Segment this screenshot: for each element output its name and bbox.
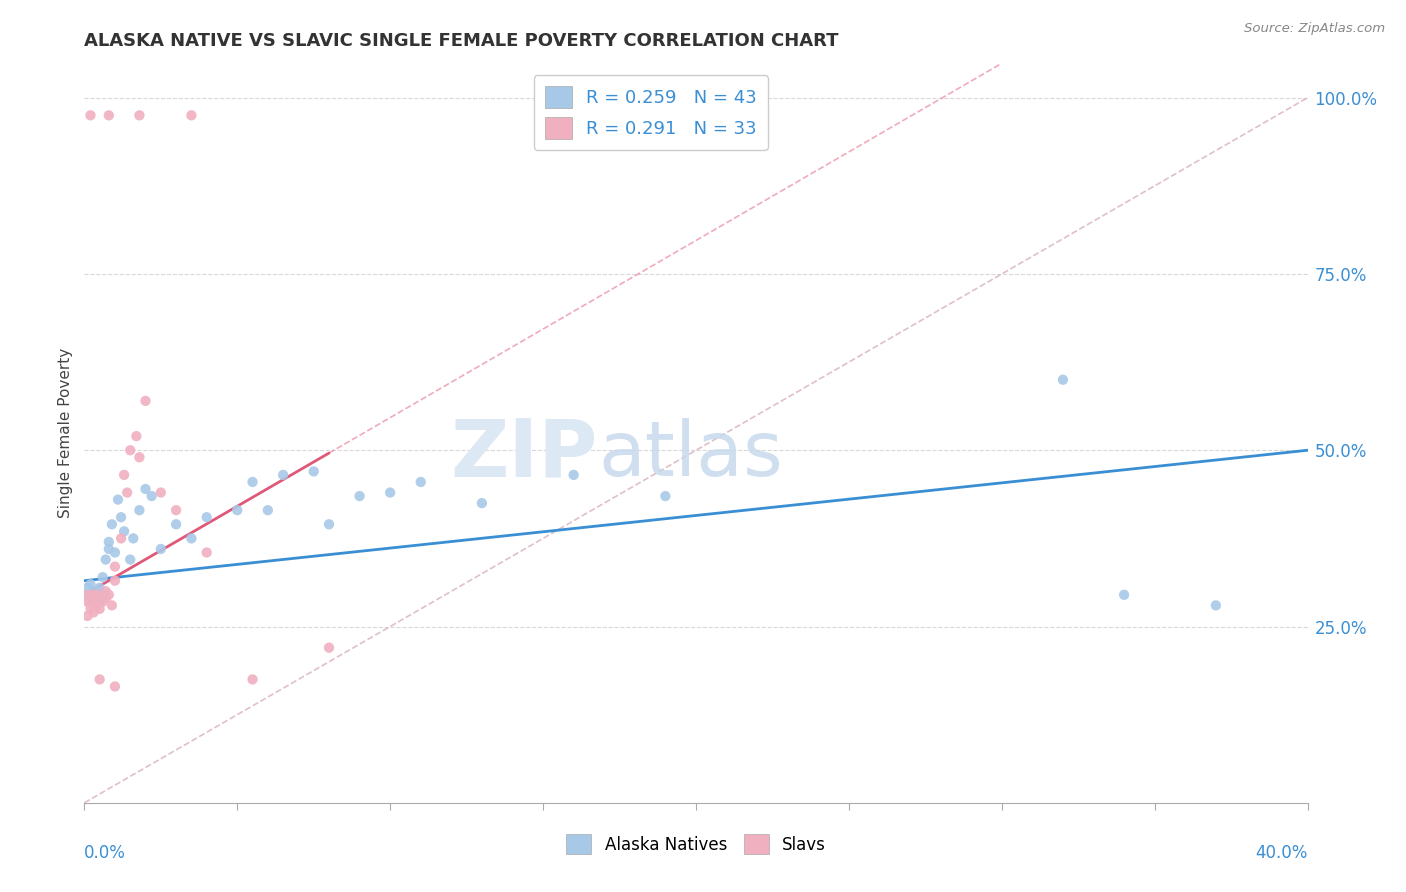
Point (149, 485, 172, 500)
Point (89, 595, 111, 609)
Point (79, 595, 101, 609)
Point (94, 552, 117, 566)
Point (165, 503, 187, 517)
Text: Source: ZipAtlas.com: Source: ZipAtlas.com (1244, 22, 1385, 36)
Point (79, 108, 101, 122)
Point (97, 541, 120, 556)
Point (380, 485, 402, 500)
Point (76, 609, 98, 624)
Point (242, 673, 264, 687)
Point (1114, 588, 1136, 602)
Point (141, 489, 163, 503)
Text: ALASKA NATIVE VS SLAVIC SINGLE FEMALE POVERTY CORRELATION CHART: ALASKA NATIVE VS SLAVIC SINGLE FEMALE PO… (84, 32, 839, 50)
Point (76, 588, 98, 602)
Point (122, 532, 145, 546)
Point (94, 591, 117, 606)
Point (125, 429, 148, 443)
Point (83, 588, 105, 602)
Point (195, 545, 218, 559)
Point (76, 581, 98, 595)
Point (120, 443, 142, 458)
Point (83, 606, 105, 620)
Point (79, 577, 101, 591)
Point (79, 602, 101, 616)
Point (89, 673, 111, 687)
Point (110, 532, 132, 546)
Point (471, 496, 494, 510)
Legend: Alaska Natives, Slavs: Alaska Natives, Slavs (560, 828, 832, 861)
Point (76, 595, 98, 609)
Point (83, 595, 105, 609)
Point (97, 588, 120, 602)
Point (242, 475, 264, 489)
Point (271, 467, 294, 482)
Point (654, 489, 676, 503)
Point (318, 517, 340, 532)
Point (101, 517, 124, 532)
Point (180, 532, 202, 546)
Point (83, 588, 105, 602)
Point (318, 640, 340, 655)
Point (115, 485, 138, 500)
Point (91, 570, 114, 584)
Point (91, 595, 114, 609)
Point (89, 581, 111, 595)
Point (79, 591, 101, 606)
Point (135, 482, 157, 496)
Point (86, 599, 108, 613)
Point (83, 595, 105, 609)
Point (97, 535, 120, 549)
Y-axis label: Single Female Poverty: Single Female Poverty (58, 348, 73, 517)
Point (110, 510, 132, 524)
Point (104, 545, 127, 559)
Point (180, 108, 202, 122)
Point (94, 584, 117, 599)
Point (257, 503, 280, 517)
Point (107, 492, 129, 507)
Point (409, 475, 432, 489)
Point (128, 108, 150, 122)
Point (128, 503, 150, 517)
Point (562, 467, 585, 482)
Point (104, 559, 127, 574)
Point (112, 524, 135, 539)
Point (120, 552, 142, 566)
Point (112, 467, 135, 482)
Text: 40.0%: 40.0% (1256, 845, 1308, 863)
Text: ZIP: ZIP (451, 416, 598, 494)
Point (195, 510, 218, 524)
Point (97, 108, 120, 122)
Point (302, 464, 325, 478)
Point (135, 393, 157, 408)
Point (128, 450, 150, 465)
Point (101, 599, 124, 613)
Point (165, 517, 187, 532)
Point (149, 541, 172, 556)
Text: atlas: atlas (598, 417, 783, 491)
Point (89, 602, 111, 616)
Point (349, 489, 371, 503)
Point (86, 588, 108, 602)
Point (104, 574, 127, 588)
Point (89, 591, 111, 606)
Point (91, 588, 114, 602)
Point (86, 584, 108, 599)
Point (1052, 373, 1074, 387)
Text: 0.0%: 0.0% (84, 845, 127, 863)
Point (76, 588, 98, 602)
Point (226, 503, 249, 517)
Point (104, 680, 127, 694)
Point (1205, 599, 1227, 613)
